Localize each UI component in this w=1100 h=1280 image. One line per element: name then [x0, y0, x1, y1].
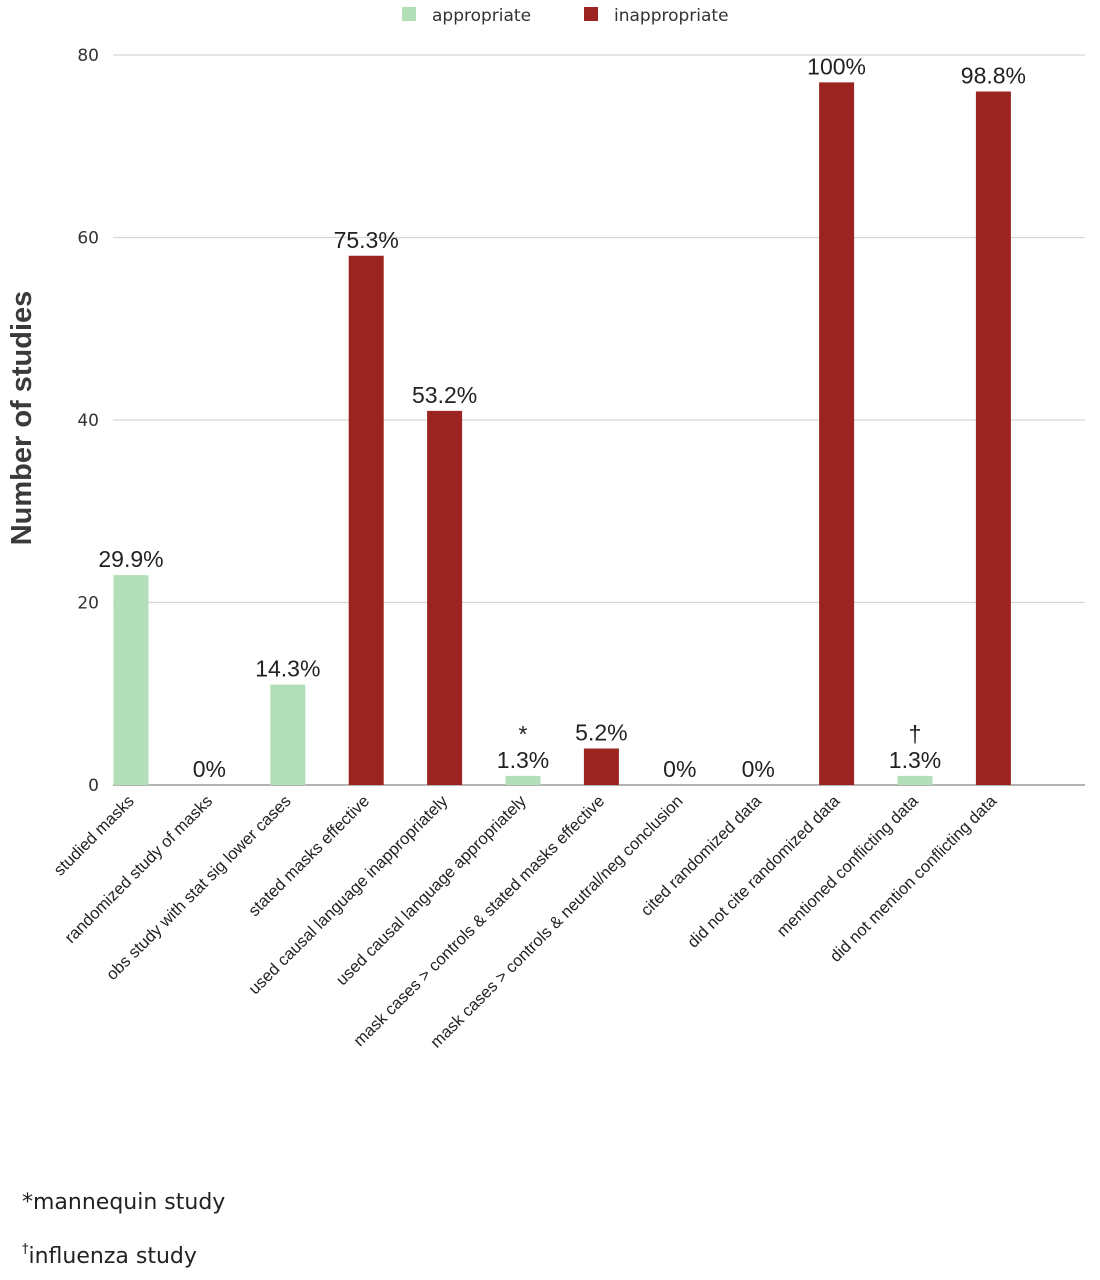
- footnote-marker: †: [909, 721, 922, 747]
- data-label: 75.3%: [334, 227, 399, 253]
- footnote-mark: †: [22, 1242, 29, 1257]
- data-label: 29.9%: [98, 546, 163, 572]
- bar-inappropriate: [348, 255, 384, 785]
- bar-appropriate: [113, 575, 149, 785]
- data-label: 0%: [193, 756, 226, 782]
- y-tick-label: 0: [88, 776, 99, 796]
- bars: [113, 82, 1011, 785]
- data-label: 1.3%: [497, 747, 549, 773]
- footnote-mannequin: *mannequin study: [22, 1190, 225, 1215]
- x-tick-label: randomized study of masks: [61, 792, 216, 947]
- y-tick-label: 80: [77, 46, 99, 66]
- y-tick-label: 40: [77, 411, 99, 431]
- y-tick-label: 60: [77, 229, 99, 249]
- y-tick-label: 20: [77, 594, 99, 614]
- bar-appropriate: [505, 775, 541, 785]
- y-axis-ticks: 0 20 40 60 80: [77, 46, 99, 796]
- footnote-text: influenza study: [28, 1244, 197, 1269]
- data-label: 100%: [807, 53, 866, 79]
- legend-swatch-inappropriate: [584, 7, 598, 21]
- bar-appropriate: [897, 775, 933, 785]
- data-label: 53.2%: [412, 382, 477, 408]
- data-labels: 29.9%0%14.3%75.3%53.2%1.3%* 5.2%0% 0%100%1…: [98, 53, 1026, 782]
- legend-label-appropriate: appropriate: [432, 6, 531, 26]
- data-label: 0%: [742, 756, 775, 782]
- data-label: 14.3%: [255, 656, 320, 682]
- legend: appropriate inappropriate: [402, 6, 729, 26]
- footnote-marker: *: [519, 721, 528, 747]
- bar-inappropriate: [583, 748, 619, 785]
- legend-label-inappropriate: inappropriate: [614, 6, 729, 26]
- data-label: 0%: [663, 756, 696, 782]
- x-tick-label: did not mention conflicting data: [827, 792, 1001, 966]
- y-axis-label: Number of studies: [6, 291, 38, 546]
- data-label: 1.3%: [889, 747, 941, 773]
- x-tick-label: studied masks: [51, 792, 138, 879]
- bar-inappropriate: [975, 91, 1011, 785]
- bar-inappropriate: [427, 410, 463, 785]
- bar-chart: appropriate inappropriate 0 20 40 60 80 29.9%…: [6, 6, 1085, 1052]
- x-tick-label: mentioned conflicting data: [774, 792, 923, 941]
- data-label: 5.2%: [575, 720, 627, 746]
- footnote-text: mannequin study: [33, 1190, 226, 1215]
- footnote-influenza: †influenza study: [22, 1242, 197, 1269]
- data-label: 98.8%: [961, 63, 1026, 89]
- x-tick-label: did not cite randomized data: [684, 792, 844, 952]
- bar-inappropriate: [819, 82, 855, 785]
- legend-swatch-appropriate: [402, 7, 416, 21]
- bar-appropriate: [270, 684, 306, 785]
- footnote-mark: *: [22, 1190, 33, 1215]
